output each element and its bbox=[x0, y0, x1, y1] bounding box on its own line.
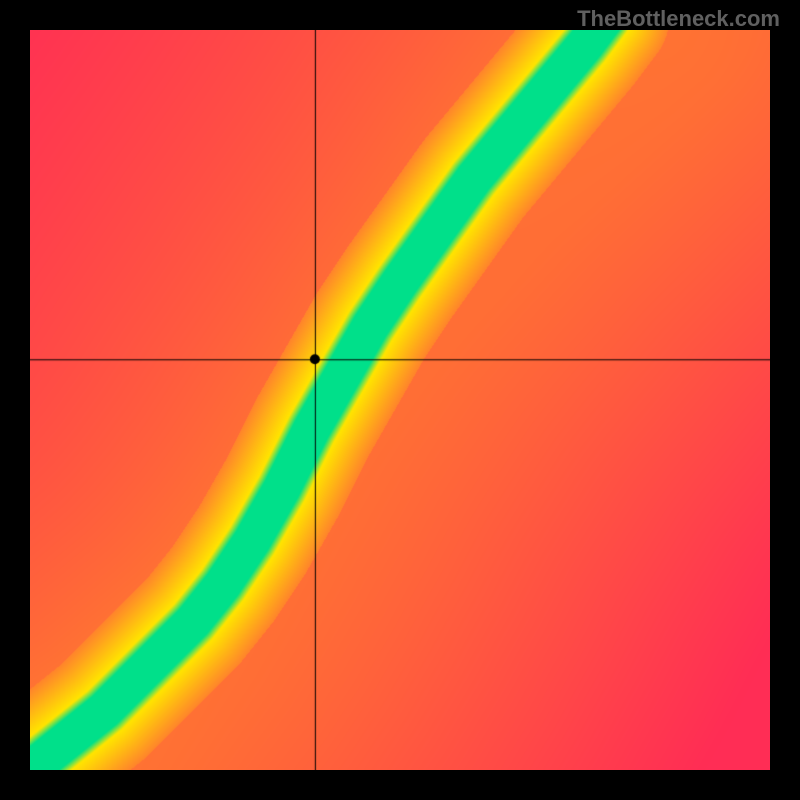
heatmap-canvas bbox=[30, 30, 770, 770]
watermark-text: TheBottleneck.com bbox=[577, 6, 780, 32]
heatmap-plot bbox=[30, 30, 770, 770]
chart-container: TheBottleneck.com bbox=[0, 0, 800, 800]
